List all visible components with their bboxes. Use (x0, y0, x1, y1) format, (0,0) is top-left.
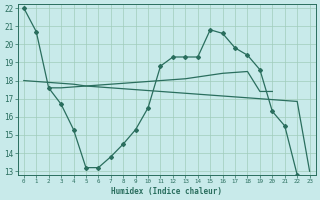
X-axis label: Humidex (Indice chaleur): Humidex (Indice chaleur) (111, 187, 222, 196)
